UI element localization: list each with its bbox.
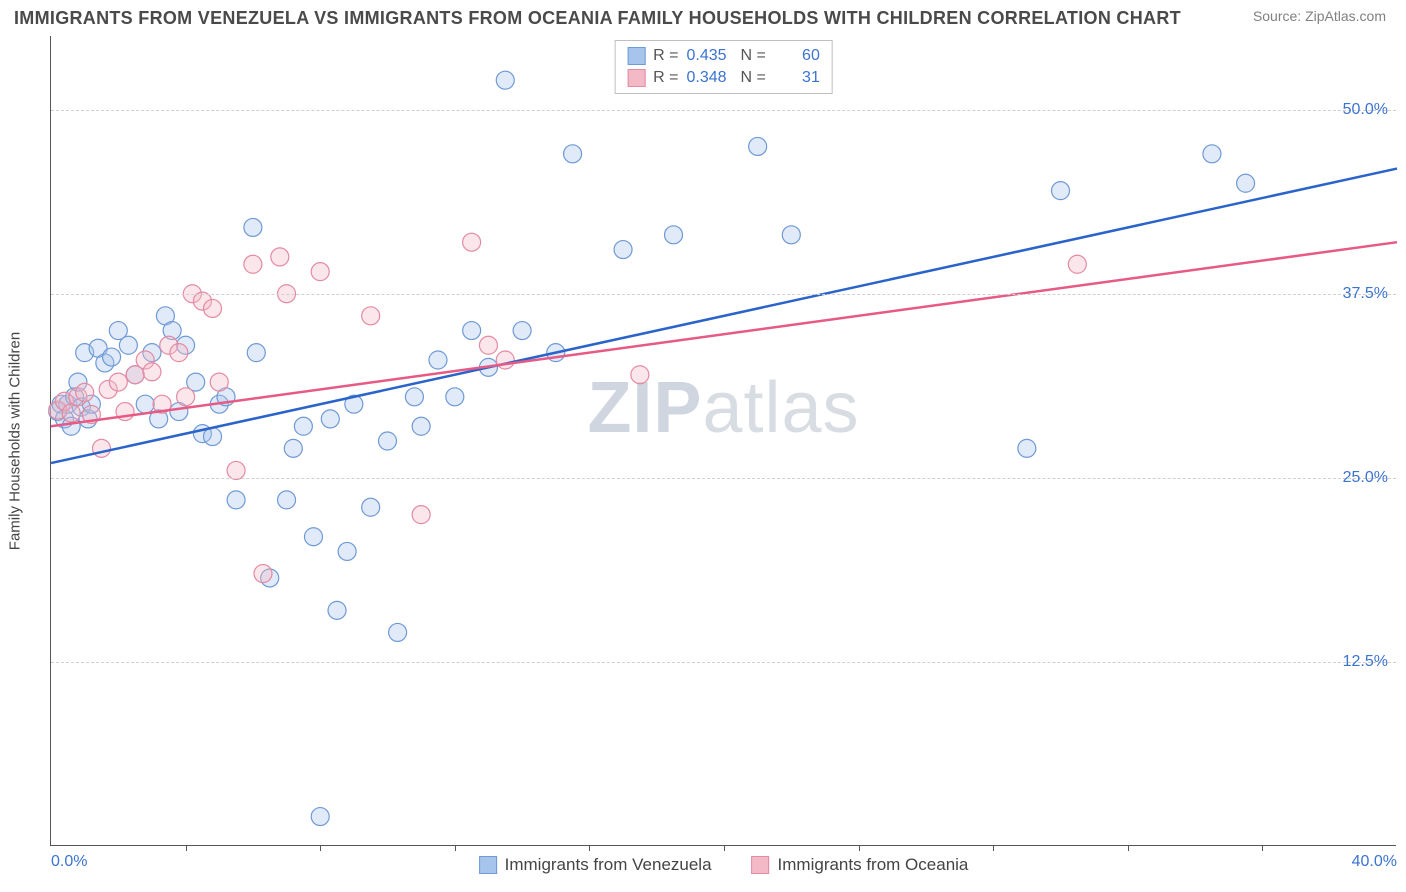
stats-legend: R = 0.435 N = 60 R = 0.348 N = 31 — [614, 40, 833, 94]
gridline — [51, 662, 1396, 663]
legend-swatch — [752, 856, 770, 874]
x-minor-tick — [1128, 845, 1129, 851]
scatter-point — [463, 233, 481, 251]
scatter-point — [244, 255, 262, 273]
stat-r-label: R = — [653, 67, 678, 89]
plot-area: Family Households with Children ZIPatlas… — [50, 36, 1396, 846]
x-tick-label: 0.0% — [51, 853, 87, 871]
scatter-point — [294, 417, 312, 435]
scatter-point — [278, 491, 296, 509]
scatter-point — [389, 623, 407, 641]
legend-swatch — [627, 69, 645, 87]
scatter-point — [338, 542, 356, 560]
legend-item: Immigrants from Oceania — [752, 855, 969, 875]
stats-row: R = 0.348 N = 31 — [627, 67, 820, 89]
scatter-point — [362, 307, 380, 325]
scatter-point — [304, 528, 322, 546]
stat-n-value: 31 — [774, 67, 820, 89]
scatter-point — [463, 322, 481, 340]
gridline — [51, 110, 1396, 111]
stat-n-label: N = — [741, 45, 766, 67]
scatter-point — [244, 218, 262, 236]
scatter-point — [513, 322, 531, 340]
legend-swatch — [479, 856, 497, 874]
legend-item: Immigrants from Venezuela — [479, 855, 712, 875]
scatter-point — [1018, 439, 1036, 457]
stat-n-value: 60 — [774, 45, 820, 67]
scatter-point — [1237, 174, 1255, 192]
x-minor-tick — [993, 845, 994, 851]
scatter-point — [328, 601, 346, 619]
scatter-point — [412, 417, 430, 435]
scatter-point — [177, 388, 195, 406]
scatter-point — [631, 366, 649, 384]
scatter-point — [119, 336, 137, 354]
chart-container: Family Households with Children ZIPatlas… — [50, 36, 1396, 846]
scatter-point — [379, 432, 397, 450]
scatter-point — [412, 506, 430, 524]
x-minor-tick — [455, 845, 456, 851]
scatter-point — [311, 808, 329, 826]
legend-label: Immigrants from Venezuela — [505, 855, 712, 875]
legend-swatch — [627, 47, 645, 65]
scatter-point — [284, 439, 302, 457]
scatter-point — [103, 348, 121, 366]
stat-n-label: N = — [741, 67, 766, 89]
x-minor-tick — [724, 845, 725, 851]
y-axis-label: Family Households with Children — [7, 331, 24, 549]
x-minor-tick — [859, 845, 860, 851]
scatter-point — [1203, 145, 1221, 163]
scatter-point — [405, 388, 423, 406]
plot-svg — [51, 36, 1396, 845]
x-tick-label: 40.0% — [1352, 853, 1397, 871]
scatter-point — [227, 461, 245, 479]
scatter-point — [479, 336, 497, 354]
scatter-point — [446, 388, 464, 406]
source-credit: Source: ZipAtlas.com — [1253, 8, 1386, 24]
scatter-point — [782, 226, 800, 244]
scatter-point — [254, 565, 272, 583]
y-tick-label: 50.0% — [1343, 101, 1388, 119]
y-tick-label: 12.5% — [1343, 653, 1388, 671]
scatter-point — [247, 344, 265, 362]
scatter-point — [311, 263, 329, 281]
scatter-point — [271, 248, 289, 266]
x-minor-tick — [320, 845, 321, 851]
regression-line — [51, 169, 1397, 464]
scatter-point — [1068, 255, 1086, 273]
stat-r-label: R = — [653, 45, 678, 67]
scatter-point — [76, 383, 94, 401]
stat-r-value: 0.435 — [687, 45, 733, 67]
scatter-point — [429, 351, 447, 369]
series-legend: Immigrants from Venezuela Immigrants from… — [479, 855, 969, 875]
x-minor-tick — [186, 845, 187, 851]
scatter-point — [362, 498, 380, 516]
scatter-point — [1052, 182, 1070, 200]
x-minor-tick — [1262, 845, 1263, 851]
gridline — [51, 294, 1396, 295]
legend-label: Immigrants from Oceania — [778, 855, 969, 875]
x-minor-tick — [589, 845, 590, 851]
scatter-point — [321, 410, 339, 428]
scatter-point — [210, 373, 228, 391]
scatter-point — [204, 299, 222, 317]
scatter-point — [62, 404, 80, 422]
y-tick-label: 25.0% — [1343, 469, 1388, 487]
scatter-point — [614, 241, 632, 259]
scatter-point — [136, 395, 154, 413]
gridline — [51, 478, 1396, 479]
stat-r-value: 0.348 — [687, 67, 733, 89]
scatter-point — [496, 71, 514, 89]
stats-row: R = 0.435 N = 60 — [627, 45, 820, 67]
scatter-point — [749, 137, 767, 155]
scatter-point — [109, 373, 127, 391]
scatter-point — [227, 491, 245, 509]
scatter-point — [665, 226, 683, 244]
y-tick-label: 37.5% — [1343, 285, 1388, 303]
chart-title: IMMIGRANTS FROM VENEZUELA VS IMMIGRANTS … — [14, 8, 1181, 29]
scatter-point — [143, 363, 161, 381]
scatter-point — [170, 344, 188, 362]
scatter-point — [564, 145, 582, 163]
